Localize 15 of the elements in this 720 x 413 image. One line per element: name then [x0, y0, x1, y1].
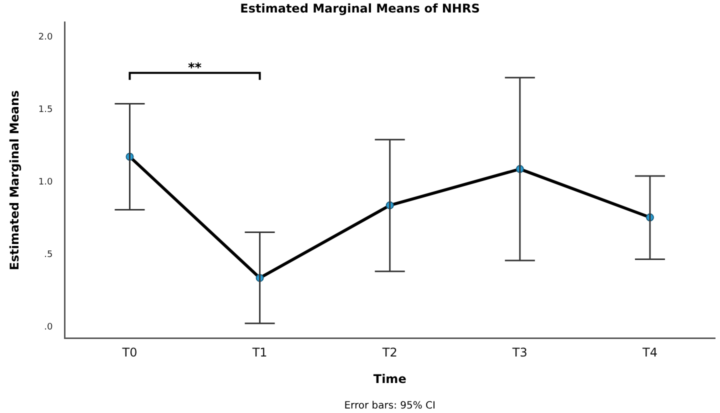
y-tick-label: 2.0	[38, 32, 53, 42]
x-tick-label: T2	[381, 346, 398, 360]
y-tick-label: 1.5	[38, 104, 53, 115]
y-tick-label: .5	[44, 250, 53, 260]
x-tick-label: T3	[511, 346, 528, 360]
x-axis-title: Time	[373, 372, 406, 386]
x-tick-label: T0	[121, 346, 138, 360]
y-axis-title: Estimated Marginal Means	[7, 90, 22, 270]
y-tick-label: .0	[44, 322, 53, 333]
y-tick-label: 1.0	[38, 177, 53, 188]
x-tick-label: T1	[251, 346, 268, 360]
x-tick-label: T4	[641, 346, 658, 360]
chart-title: Estimated Marginal Means of NHRS	[240, 1, 480, 16]
text: Error bars: 95% CI	[344, 400, 436, 412]
annotation: **	[188, 60, 202, 76]
